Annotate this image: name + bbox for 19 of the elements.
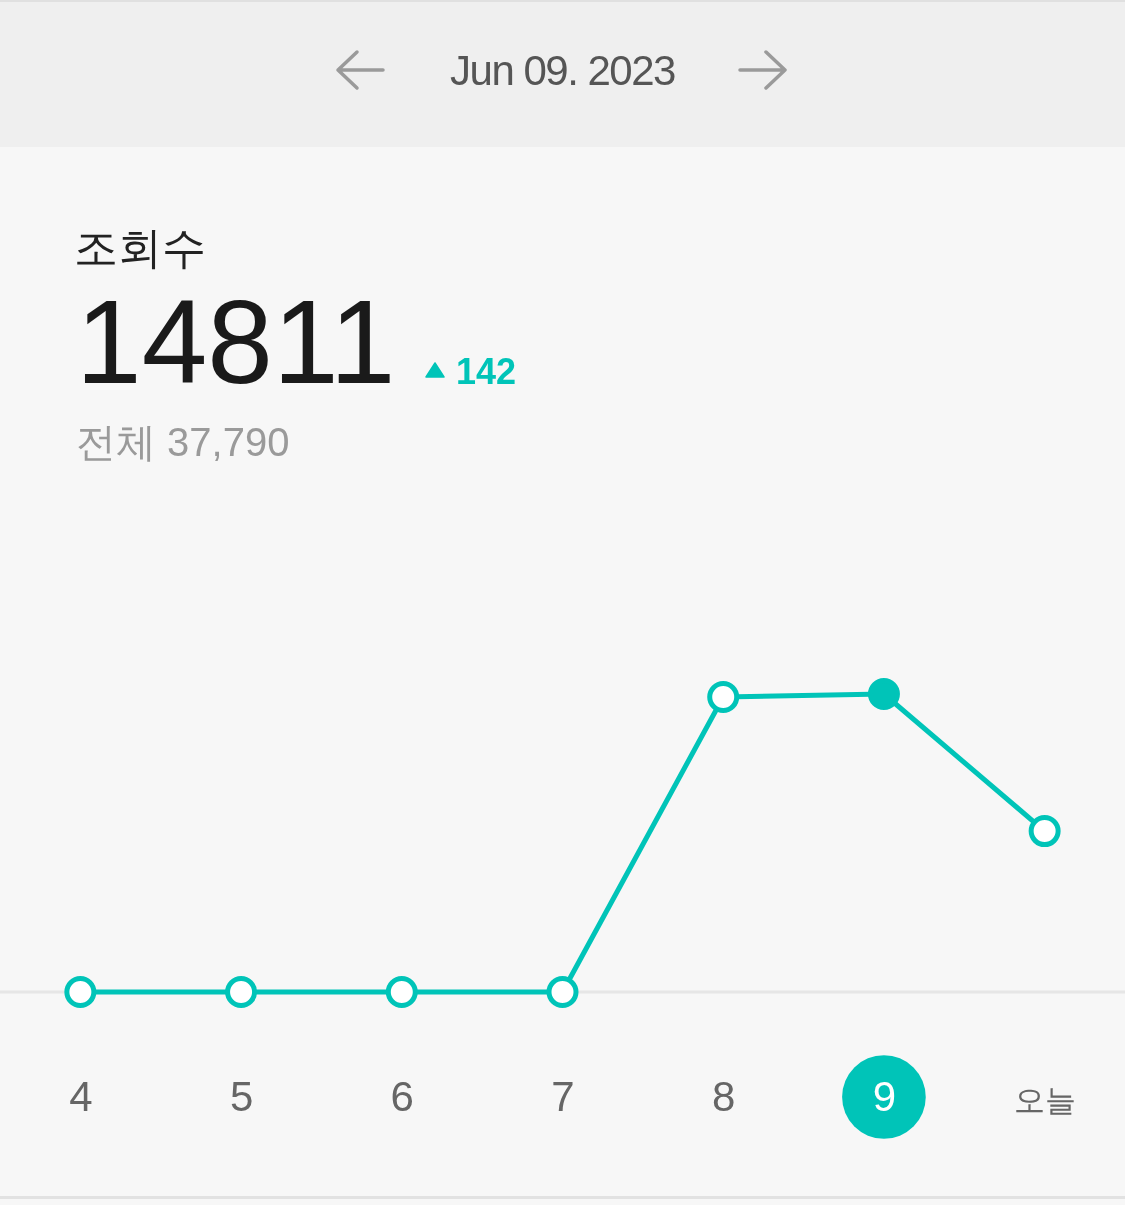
chart-title: Jun 09. 2023 [450, 47, 675, 94]
point [225, 976, 258, 1008]
text: 142 [456, 351, 517, 392]
point [867, 678, 900, 710]
x-tick-label: 9 [872, 1072, 897, 1120]
point [64, 976, 97, 1008]
point [546, 976, 579, 1008]
x-tick-label: 6 [390, 1072, 414, 1120]
x-tick-label: 5 [229, 1072, 254, 1120]
x-tick-label: 7 [551, 1072, 575, 1120]
point [385, 976, 418, 1008]
point [707, 681, 740, 713]
x-tick-label: 4 [69, 1072, 93, 1120]
x-tick-label: 오늘 [1014, 1082, 1077, 1118]
text: 14811 [76, 276, 396, 408]
text: 전체 37,790 [76, 420, 290, 464]
x-tick-label: 8 [712, 1072, 736, 1120]
chart-subtitle: 조회수 [74, 223, 206, 272]
point [1028, 815, 1061, 848]
